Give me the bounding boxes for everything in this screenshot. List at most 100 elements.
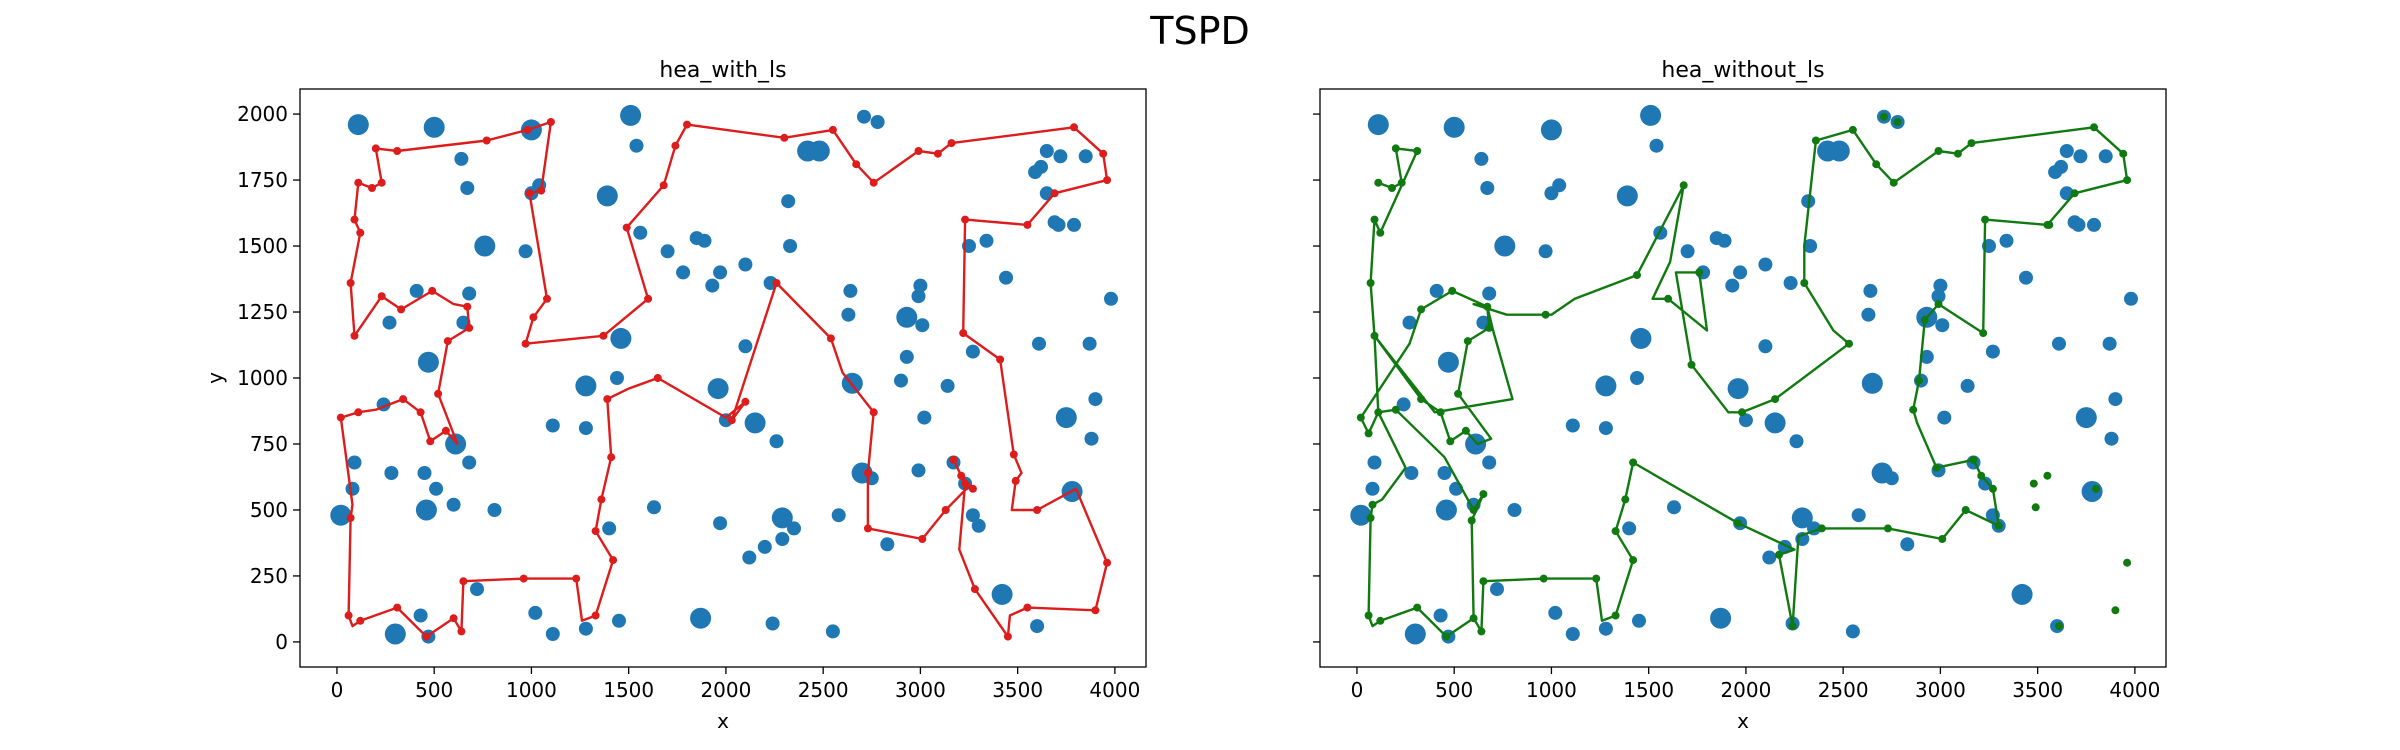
route-node bbox=[1099, 149, 1108, 158]
x-tick-label: 1500 bbox=[1623, 678, 1674, 702]
customer-point bbox=[831, 508, 846, 523]
panel-hea-without-ls: hea_without_ls x 0 500 1000 1500 2000 2500 300… bbox=[1313, 58, 2167, 733]
route-node bbox=[1388, 184, 1396, 192]
route-node bbox=[1391, 405, 1400, 414]
customer-point bbox=[917, 410, 932, 425]
y-tick-label: 1250 bbox=[237, 300, 288, 324]
route-node bbox=[1448, 286, 1457, 295]
customer-point bbox=[857, 109, 871, 124]
customer-point bbox=[880, 537, 895, 552]
route-node bbox=[1417, 305, 1426, 314]
route-node bbox=[463, 302, 472, 311]
route-node bbox=[1050, 189, 1059, 198]
customer-point bbox=[1758, 339, 1773, 354]
route-node bbox=[1848, 125, 1857, 134]
route-node bbox=[393, 147, 402, 155]
route-node bbox=[371, 144, 380, 153]
customer-point bbox=[1082, 336, 1097, 351]
customer-point bbox=[2019, 270, 2033, 285]
route-node bbox=[449, 614, 458, 623]
x-tick-label: 0 bbox=[1351, 678, 1364, 702]
customer-point bbox=[705, 278, 720, 293]
x-axis-label: x bbox=[1737, 709, 1749, 733]
route-node bbox=[350, 215, 359, 224]
route-node bbox=[1091, 606, 1100, 615]
customer-point bbox=[2098, 149, 2113, 164]
route-node bbox=[1356, 413, 1365, 422]
customer-point bbox=[781, 194, 796, 209]
route-node bbox=[1988, 484, 1997, 493]
customer-point bbox=[1861, 372, 1883, 394]
customer-point bbox=[1367, 114, 1389, 136]
route-node bbox=[1023, 603, 1032, 612]
route-node bbox=[1994, 521, 2003, 530]
route-node bbox=[356, 228, 365, 237]
customer-point bbox=[707, 378, 729, 400]
route-node bbox=[537, 186, 546, 195]
axes-frame bbox=[299, 88, 1147, 668]
y-tick-label: 250 bbox=[250, 564, 288, 588]
route-node bbox=[1979, 329, 1988, 338]
route-node bbox=[1011, 476, 1020, 485]
x-tick-label: 2500 bbox=[1818, 678, 1869, 702]
route-node bbox=[1376, 616, 1385, 625]
panel-hea-with-ls: hea_with_ls x y 0 500 1000 1500 2000 2500 3000… bbox=[203, 58, 1147, 733]
customer-point bbox=[1051, 217, 1066, 232]
route-node bbox=[1679, 181, 1688, 190]
route-node bbox=[422, 632, 431, 641]
route-node bbox=[947, 139, 956, 148]
route-node bbox=[1687, 360, 1696, 369]
route-node bbox=[1469, 506, 1478, 514]
route-node bbox=[1070, 123, 1078, 132]
route-node bbox=[441, 426, 450, 435]
customer-point bbox=[620, 104, 642, 126]
route-node bbox=[1442, 632, 1451, 641]
customer-point bbox=[965, 344, 980, 359]
customer-point bbox=[1640, 104, 1662, 126]
route-node bbox=[336, 413, 345, 422]
customer-point bbox=[1482, 286, 1497, 301]
customer-point bbox=[1028, 165, 1043, 180]
route-node bbox=[1629, 458, 1638, 467]
route-node bbox=[1479, 577, 1488, 586]
customer-point bbox=[1598, 421, 1613, 436]
customer-point bbox=[1565, 418, 1580, 433]
route-node bbox=[1479, 490, 1488, 499]
customer-point bbox=[2081, 481, 2103, 502]
customer-point bbox=[1725, 278, 1740, 293]
route-node bbox=[1800, 279, 1809, 287]
route-node bbox=[459, 577, 468, 586]
customer-point bbox=[1067, 217, 1081, 232]
customer-point bbox=[454, 151, 469, 166]
customer-point bbox=[744, 412, 766, 434]
route-node bbox=[1469, 614, 1478, 623]
customer-point bbox=[783, 239, 798, 253]
customer-point bbox=[1429, 283, 1444, 298]
route-node bbox=[529, 313, 538, 322]
customer-point bbox=[1762, 550, 1777, 565]
route-node bbox=[1920, 315, 1929, 324]
customer-point bbox=[409, 283, 424, 298]
customer-point bbox=[1630, 327, 1652, 349]
route-node bbox=[356, 616, 365, 625]
route-node bbox=[443, 337, 452, 346]
route-node bbox=[869, 408, 878, 417]
route-node bbox=[1366, 513, 1375, 522]
route-node bbox=[959, 329, 968, 338]
customer-point bbox=[894, 373, 908, 388]
customer-points bbox=[1350, 104, 2138, 645]
customer-point bbox=[470, 582, 484, 597]
customer-point bbox=[1710, 607, 1732, 629]
customer-point bbox=[913, 278, 928, 293]
route-node bbox=[572, 574, 581, 583]
route-node bbox=[1368, 500, 1377, 509]
x-tick-label: 3000 bbox=[895, 678, 946, 702]
customer-point bbox=[1999, 233, 2014, 248]
x-tick-label: 3500 bbox=[992, 678, 1043, 702]
route-node bbox=[1374, 178, 1383, 187]
customer-point bbox=[347, 455, 362, 470]
route-node bbox=[1467, 516, 1476, 525]
route-node bbox=[2111, 606, 2120, 615]
route-node bbox=[1033, 506, 1042, 514]
